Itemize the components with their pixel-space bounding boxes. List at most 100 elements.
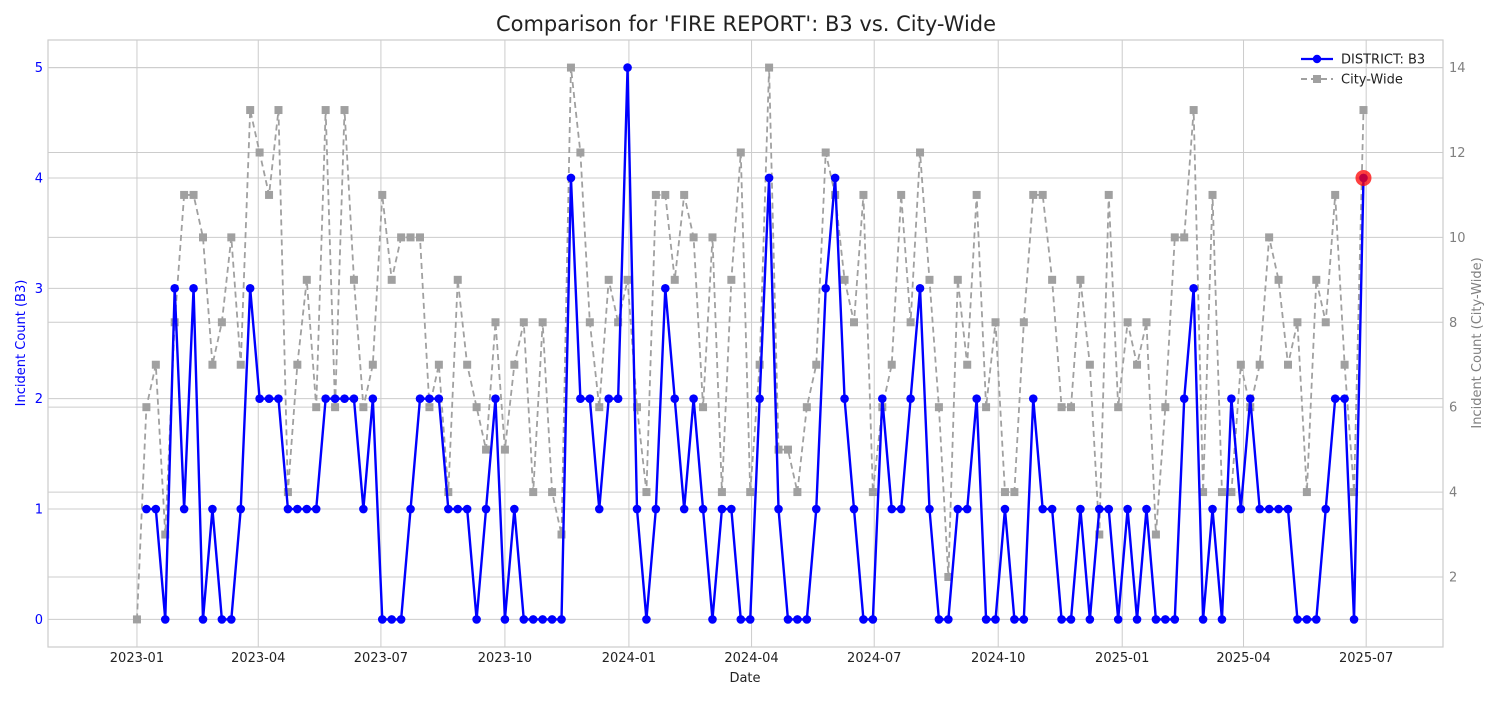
district-b3-point [1274,504,1283,514]
citywide-point [633,403,641,412]
citywide-point [283,488,292,497]
x-tick-label: 2025-01 [1095,651,1149,666]
district-b3-point [1208,504,1217,514]
citywide-point [548,488,557,497]
district-b3-point [745,615,755,624]
district-b3-point [208,504,217,514]
citywide-point [1199,488,1208,497]
district-b3-point [340,394,349,403]
citywide-point [1274,275,1283,284]
x-tick-label: 2024-04 [724,651,778,666]
district-b3-point [462,504,472,514]
citywide-line [136,67,1365,620]
citywide-point [529,488,538,497]
district-b3-point [1321,504,1331,514]
district-b3-point [227,615,236,624]
citywide-point [699,403,708,412]
district-b3-point [151,504,161,514]
y-left-tick-label: 2 [35,392,43,407]
district-b3-point [576,394,585,403]
district-b3-point [651,504,661,514]
citywide-point [416,233,424,242]
citywide-point [689,233,698,242]
citywide-point [765,63,774,72]
district-b3-point [198,615,208,624]
citywide-point [359,403,368,412]
citywide-point [1255,360,1264,369]
citywide-point [397,233,406,242]
citywide-point [680,190,689,199]
citywide-point [1331,190,1340,199]
citywide-point [1048,275,1057,284]
district-b3-point [849,504,859,514]
citywide-point [783,445,792,454]
district-b3-point [283,504,293,514]
x-tick-label: 2023-01 [110,651,164,666]
citywide-point [604,275,613,284]
district-b3-point [142,504,151,514]
district-b3-point [1057,615,1066,624]
citywide-point [321,106,330,115]
citywide-point [1000,488,1009,497]
y-left-tick-label: 0 [35,613,43,628]
citywide-point [963,360,972,369]
citywide-point [1095,530,1104,539]
district-b3-point [1066,615,1076,624]
citywide-point [840,275,849,284]
citywide-point [453,275,462,284]
citywide-point [642,488,651,497]
district-b3-point [1010,615,1019,624]
legend-citywide-label: City-Wide [1341,73,1403,88]
district-b3-point [972,394,981,403]
district-b3-point [1142,504,1151,514]
district-b3-point [840,394,849,403]
citywide-point [1180,233,1189,242]
district-b3-point [1264,504,1274,514]
citywide-point [934,403,943,412]
citywide-point [208,360,217,369]
district-b3-point [981,615,991,624]
citywide-point [472,403,481,412]
district-b3-point [755,394,764,403]
citywide-point [887,360,896,369]
citywide-point [1010,488,1019,497]
citywide-point [349,275,358,284]
citywide-point [378,190,387,199]
district-b3-point [415,394,425,403]
citywide-point [1265,233,1274,242]
district-b3-point [604,394,613,403]
x-tick-label: 2024-07 [847,651,901,666]
district-b3-point [915,284,925,293]
district-b3-point [717,504,727,514]
citywide-point [746,488,755,497]
citywide-point [972,190,981,199]
district-b3-point [1330,394,1340,403]
citywide-point [142,403,151,412]
district-b3-point [774,504,783,514]
district-b3-point [1095,504,1104,514]
citywide-point [1029,190,1038,199]
citywide-point [812,360,821,369]
citywide-point [246,106,255,115]
citywide-point [1217,488,1226,497]
citywide-point [585,318,594,327]
citywide-point [368,360,377,369]
district-b3-point [1236,504,1246,514]
citywide-point [1236,360,1245,369]
citywide-point [944,572,953,581]
district-b3-point [434,394,444,403]
district-b3-point [623,63,632,72]
district-b3-point [189,284,198,293]
district-b3-point [868,615,878,624]
district-b3-point [661,284,670,293]
citywide-point [519,318,528,327]
district-b3-point [528,615,538,624]
district-b3-point [830,173,840,183]
x-tick-label: 2025-04 [1216,651,1270,666]
district-b3-point [642,615,651,624]
district-b3-point [566,173,576,183]
citywide-point [1189,106,1198,115]
citywide-point [623,275,632,284]
citywide-point [1302,488,1311,497]
y-left-tick-label: 1 [35,503,43,518]
